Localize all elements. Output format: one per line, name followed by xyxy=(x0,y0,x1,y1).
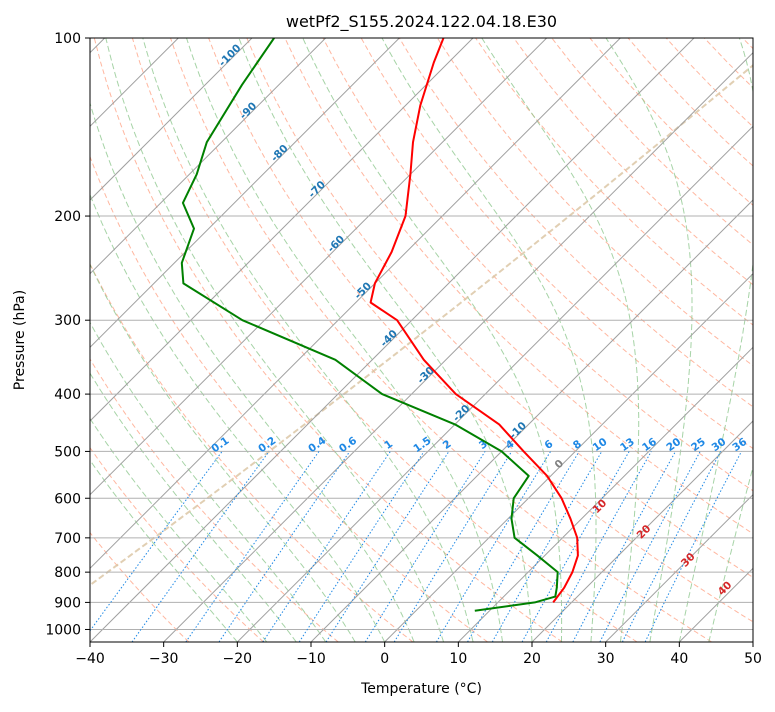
y-axis-label: Pressure (hPa) xyxy=(12,290,28,390)
y-tick-label: 400 xyxy=(54,387,81,403)
y-tick-label: 1000 xyxy=(45,622,81,638)
y-tick-label: 300 xyxy=(54,313,81,329)
x-tick-label: −30 xyxy=(149,651,179,667)
x-tick-label: 40 xyxy=(670,651,688,667)
chart-title: wetPf2_S155.2024.122.04.18.E30 xyxy=(286,12,557,32)
x-tick-label: 50 xyxy=(744,651,762,667)
y-tick-label: 700 xyxy=(54,531,81,547)
y-tick-label: 600 xyxy=(54,491,81,507)
y-tick-label: 100 xyxy=(54,31,81,47)
x-tick-label: 0 xyxy=(380,651,389,667)
x-tick-label: 30 xyxy=(597,651,615,667)
x-tick-label: −40 xyxy=(75,651,105,667)
x-tick-label: 20 xyxy=(523,651,541,667)
y-tick-label: 500 xyxy=(54,444,81,460)
x-tick-label: −20 xyxy=(223,651,253,667)
y-tick-label: 900 xyxy=(54,595,81,611)
y-tick-label: 800 xyxy=(54,565,81,581)
x-axis-label: Temperature (°C) xyxy=(360,681,482,697)
x-tick-label: 10 xyxy=(449,651,467,667)
y-tick-label: 200 xyxy=(54,209,81,225)
x-tick-label: −10 xyxy=(296,651,326,667)
